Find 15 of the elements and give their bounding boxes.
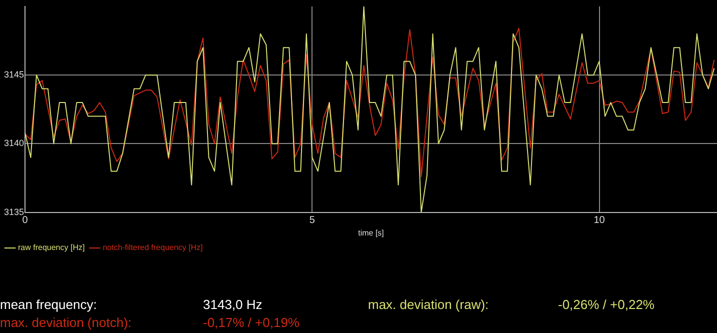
- text: max. deviation (raw):: [368, 296, 490, 314]
- legend-label: raw frequency [Hz]: [18, 243, 85, 252]
- x-tick-label: 10: [594, 215, 606, 226]
- text: 3143,0 Hz: [203, 296, 264, 314]
- x-axis-title: time [s]: [358, 228, 384, 238]
- y-tick-label: 3135: [4, 206, 24, 217]
- y-tick-label: 3145: [4, 70, 24, 80]
- x-tick-label: 0: [22, 215, 28, 226]
- y-tick-label: 3140: [4, 138, 24, 148]
- text: -0,17% / +0,19%: [203, 314, 300, 332]
- x-tick-label: 5: [309, 215, 316, 226]
- text: -0,26% / +0,22%: [558, 296, 656, 314]
- text: mean frequency:: [0, 296, 98, 314]
- text: max. deviation (notch):: [0, 314, 133, 332]
- legend-label: notch-filtered frequency [Hz]: [102, 243, 203, 252]
